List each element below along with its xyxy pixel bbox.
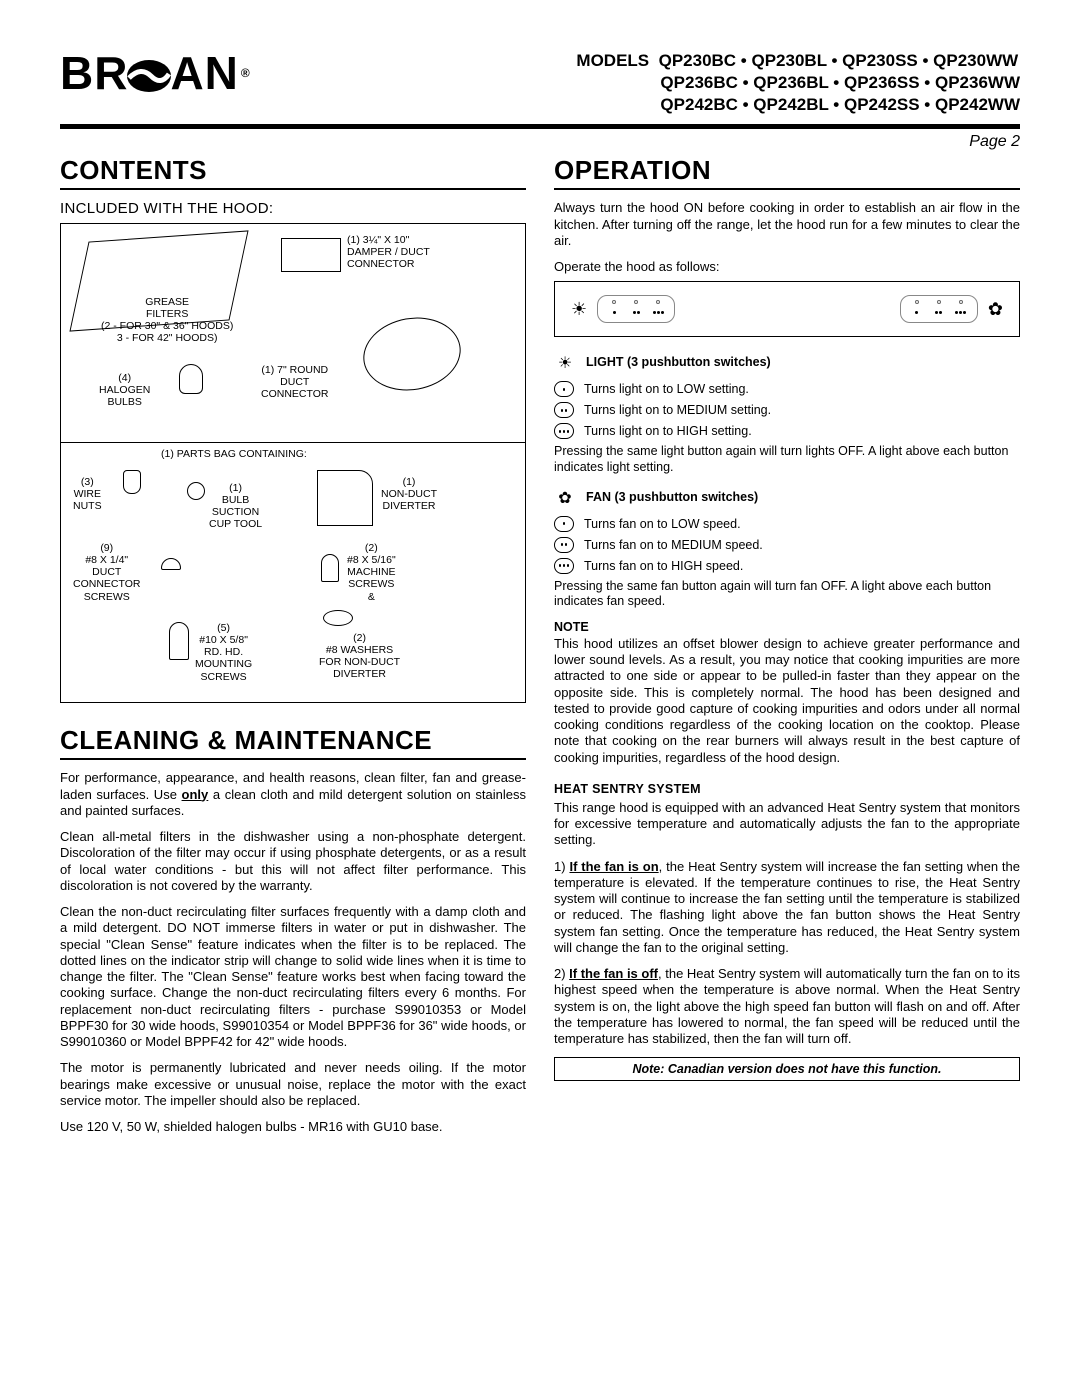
light-section-head: ☀ LIGHT (3 pushbutton switches) bbox=[554, 351, 1020, 375]
left-column: CONTENTS INCLUDED WITH THE HOOD: (1) 3¼"… bbox=[60, 155, 526, 1145]
light-low-row: Turns light on to LOW setting. bbox=[554, 381, 1020, 397]
cleaning-p5: Use 120 V, 50 W, shielded halogen bulbs … bbox=[60, 1119, 526, 1135]
cp-light-group: ☀ bbox=[571, 295, 675, 323]
fan-low-row: Turns fan on to LOW speed. bbox=[554, 516, 1020, 532]
light-note: Pressing the same light button again wil… bbox=[554, 444, 1020, 475]
included-subhead: INCLUDED WITH THE HOOD: bbox=[60, 200, 526, 217]
brand-text-1: BR bbox=[60, 50, 128, 96]
two-dot-icon bbox=[554, 402, 574, 418]
cleaning-p2: Clean all-metal filters in the dishwashe… bbox=[60, 829, 526, 894]
heat-head: HEAT SENTRY SYSTEM bbox=[554, 782, 1020, 796]
one-dot-icon bbox=[554, 516, 574, 532]
cp-fan-buttons bbox=[900, 295, 978, 323]
header-rule bbox=[60, 124, 1020, 129]
brand-text-2: AN bbox=[170, 50, 238, 96]
cleaning-p4: The motor is permanently lubricated and … bbox=[60, 1060, 526, 1109]
bulbs-label: (4) HALOGEN BULBS bbox=[99, 372, 150, 408]
note-body: This hood utilizes an offset blower desi… bbox=[554, 636, 1020, 766]
logo-swirl-icon bbox=[125, 55, 173, 91]
round-label: (1) 7" ROUND DUCT CONNECTOR bbox=[261, 364, 328, 400]
heat-intro: This range hood is equipped with an adva… bbox=[554, 800, 1020, 849]
heat-p2: 2) If the fan is off, the Heat Sentry sy… bbox=[554, 966, 1020, 1047]
cp-light-buttons bbox=[597, 295, 675, 323]
washer-shape bbox=[323, 610, 353, 626]
fan-high-row: Turns fan on to HIGH speed. bbox=[554, 558, 1020, 574]
fan-note: Pressing the same fan button again will … bbox=[554, 579, 1020, 610]
ductscrews-label: (9) #8 X 1/4" DUCT CONNECTOR SCREWS bbox=[73, 542, 140, 602]
models-label: MODELS bbox=[576, 51, 649, 70]
wirenuts-label: (3) WIRE NUTS bbox=[73, 476, 102, 512]
page-number: Page 2 bbox=[60, 133, 1020, 151]
one-dot-icon bbox=[554, 381, 574, 397]
ductscrew-shape bbox=[161, 558, 181, 570]
light-icon: ☀ bbox=[571, 299, 587, 320]
heat-p1: 1) If the fan is on, the Heat Sentry sys… bbox=[554, 859, 1020, 957]
two-dot-icon bbox=[554, 537, 574, 553]
filters-label: GREASE FILTERS (2 - FOR 30" & 36" HOODS)… bbox=[101, 296, 233, 344]
three-dot-icon bbox=[554, 558, 574, 574]
operate-line: Operate the hood as follows: bbox=[554, 259, 1020, 275]
models-row-0: QP230BC • QP230BL • QP230SS • QP230WW bbox=[659, 51, 1019, 70]
cp-fan-group: ✿ bbox=[900, 295, 1003, 323]
header: BR AN ® MODELS QP230BC • QP230BL • QP230… bbox=[60, 50, 1020, 116]
machscrews-label: (2) #8 X 5/16" MACHINE SCREWS & bbox=[347, 542, 396, 602]
light-head-label: LIGHT (3 pushbutton switches) bbox=[586, 355, 771, 369]
nonduct-label: (1) NON-DUCT DIVERTER bbox=[381, 476, 437, 512]
cleaning-p3: Clean the non-duct recirculating filter … bbox=[60, 904, 526, 1050]
mountscrews-label: (5) #10 X 5/8" RD. HD. MOUNTING SCREWS bbox=[195, 622, 252, 682]
bulbtool-label: (1) BULB SUCTION CUP TOOL bbox=[209, 482, 262, 530]
models-row-1: QP236BC • QP236BL • QP236SS • QP236WW bbox=[576, 72, 1020, 94]
bag-label: (1) PARTS BAG CONTAINING: bbox=[161, 448, 307, 460]
registered-icon: ® bbox=[241, 67, 251, 79]
right-column: OPERATION Always turn the hood ON before… bbox=[554, 155, 1020, 1145]
light-high-row: Turns light on to HIGH setting. bbox=[554, 423, 1020, 439]
mountscrew-shape bbox=[169, 622, 189, 660]
fan-head-label: FAN (3 pushbutton switches) bbox=[586, 490, 758, 504]
cleaning-p1: For performance, appearance, and health … bbox=[60, 770, 526, 819]
light-med-row: Turns light on to MEDIUM setting. bbox=[554, 402, 1020, 418]
cleaning-heading: CLEANING & MAINTENANCE bbox=[60, 725, 526, 760]
nonduct-shape bbox=[317, 470, 373, 526]
machscrew-shape bbox=[321, 554, 339, 582]
note-head: NOTE bbox=[554, 620, 1020, 634]
control-panel-diagram: ☀ ✿ bbox=[554, 281, 1020, 337]
models-block: MODELS QP230BC • QP230BL • QP230SS • QP2… bbox=[576, 50, 1020, 116]
parts-diagram: (1) 3¼" X 10" DAMPER / DUCT CONNECTOR GR… bbox=[60, 223, 526, 703]
wirenut-shape bbox=[123, 470, 141, 494]
three-dot-icon bbox=[554, 423, 574, 439]
operation-intro: Always turn the hood ON before cooking i… bbox=[554, 200, 1020, 249]
bulbtool-shape bbox=[187, 482, 205, 500]
damper-label: (1) 3¼" X 10" DAMPER / DUCT CONNECTOR bbox=[347, 234, 430, 270]
light-head-icon: ☀ bbox=[554, 353, 576, 373]
damper-shape bbox=[281, 238, 341, 272]
columns: CONTENTS INCLUDED WITH THE HOOD: (1) 3¼"… bbox=[60, 155, 1020, 1145]
brand-logo: BR AN ® bbox=[60, 50, 251, 96]
fan-icon: ✿ bbox=[988, 299, 1003, 320]
bulb-shape bbox=[179, 364, 203, 394]
operation-heading: OPERATION bbox=[554, 155, 1020, 190]
fan-section-head: ✿ FAN (3 pushbutton switches) bbox=[554, 486, 1020, 510]
washers-label: (2) #8 WASHERS FOR NON-DUCT DIVERTER bbox=[319, 632, 400, 680]
fan-med-row: Turns fan on to MEDIUM speed. bbox=[554, 537, 1020, 553]
canadian-note: Note: Canadian version does not have thi… bbox=[554, 1057, 1020, 1081]
parts-divider bbox=[61, 442, 525, 443]
fan-head-icon: ✿ bbox=[554, 488, 576, 508]
contents-heading: CONTENTS bbox=[60, 155, 526, 190]
models-row-2: QP242BC • QP242BL • QP242SS • QP242WW bbox=[576, 94, 1020, 116]
round-shape bbox=[357, 310, 466, 398]
